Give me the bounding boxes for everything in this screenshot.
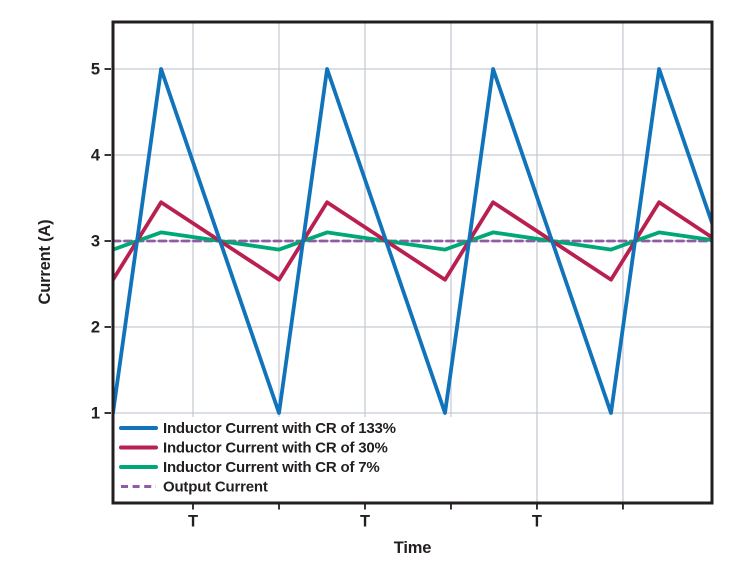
plot-border bbox=[111, 20, 714, 505]
y-tick-label: 4 bbox=[91, 147, 101, 165]
legend-item: Inductor Current with CR of 30% bbox=[119, 440, 388, 457]
y-axis-title: Current (A) bbox=[36, 220, 54, 305]
legend: Inductor Current with CR of 133% Inductor… bbox=[119, 420, 396, 496]
legend-item: Inductor Current with CR of 7% bbox=[119, 459, 380, 476]
axis-ticks bbox=[104, 68, 624, 510]
x-tick-label: T bbox=[360, 513, 370, 531]
series-line-2 bbox=[113, 230, 712, 252]
legend-label: Inductor Current with CR of 133% bbox=[163, 420, 396, 437]
legend-item: Inductor Current with CR of 133% bbox=[119, 420, 396, 437]
legend-label: Inductor Current with CR of 30% bbox=[163, 440, 388, 457]
y-tick-label: 5 bbox=[91, 61, 100, 79]
waveforms bbox=[113, 67, 712, 415]
legend-box bbox=[115, 417, 462, 502]
legend-label: Inductor Current with CR of 7% bbox=[163, 459, 380, 476]
legend-label: Output Current bbox=[163, 479, 268, 496]
y-tick-label: 1 bbox=[91, 405, 100, 423]
x-axis-title: Time bbox=[394, 539, 431, 557]
x-tick-label: T bbox=[532, 513, 542, 531]
y-tick-label: 2 bbox=[91, 319, 100, 337]
x-tick-label: T bbox=[188, 513, 198, 531]
legend-item: Output Current bbox=[121, 479, 268, 496]
series-line-1 bbox=[113, 200, 712, 282]
y-tick-label: 3 bbox=[91, 233, 100, 251]
series-line-0 bbox=[113, 67, 712, 415]
